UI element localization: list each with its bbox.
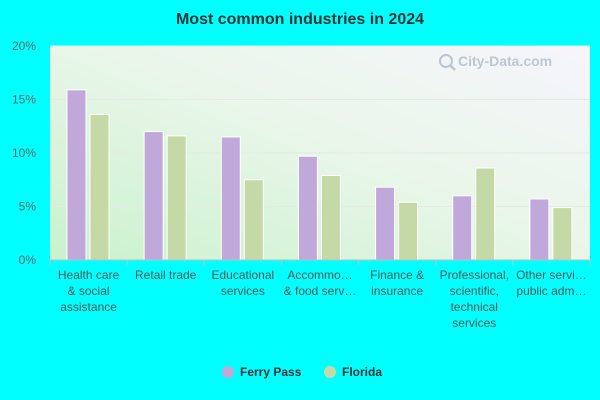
y-tick-label: 15% — [12, 93, 36, 107]
y-tick-label: 0% — [19, 253, 37, 267]
bar-ferry-pass — [66, 89, 87, 261]
x-tick-label: Retail trade — [135, 268, 197, 282]
bar-ferry-pass — [143, 131, 164, 261]
bar-florida — [398, 201, 419, 261]
magnifier-icon — [439, 54, 453, 68]
bar-florida — [475, 167, 496, 261]
x-tick-label: Health care & social assistance — [58, 268, 120, 314]
bar-ferry-pass — [220, 136, 241, 261]
bar-florida — [552, 207, 573, 261]
bar-florida — [243, 179, 264, 261]
bar-ferry-pass — [529, 198, 550, 261]
x-tick-label: Other servi… public adm… — [516, 268, 587, 298]
x-axis: Health care & social assistance Retail trad… — [49, 260, 591, 330]
bar-ferry-pass — [297, 155, 318, 261]
bar-florida — [89, 113, 110, 261]
y-tick-label: 10% — [12, 146, 36, 160]
watermark: City-Data.com — [439, 53, 552, 71]
legend: Ferry Pass Florida — [222, 365, 382, 379]
legend-swatch — [222, 366, 234, 378]
magnifier-handle — [449, 64, 456, 71]
bar-ferry-pass — [452, 195, 473, 261]
bar-florida — [166, 135, 187, 261]
bar-florida — [320, 174, 341, 261]
x-tick-label: Professional, scientific, technical service… — [440, 268, 509, 330]
y-tick-label: 5% — [19, 200, 37, 214]
grid-lines — [50, 45, 590, 207]
y-tick-label: 20% — [12, 39, 36, 53]
y-axis: 0% 5% 10% 15% 20% — [12, 39, 36, 267]
x-tick-label: Finance & insurance — [370, 268, 424, 298]
legend-label: Florida — [342, 365, 382, 379]
bar-ferry-pass — [375, 186, 396, 261]
watermark-text: City-Data.com — [458, 53, 552, 69]
legend-swatch — [324, 366, 336, 378]
x-tick-label: Educational services — [211, 268, 274, 298]
x-tick-label: Accommo… & food serv… — [284, 268, 357, 298]
legend-label: Ferry Pass — [240, 365, 302, 379]
chart-title: Most common industries in 2024 — [176, 11, 424, 28]
